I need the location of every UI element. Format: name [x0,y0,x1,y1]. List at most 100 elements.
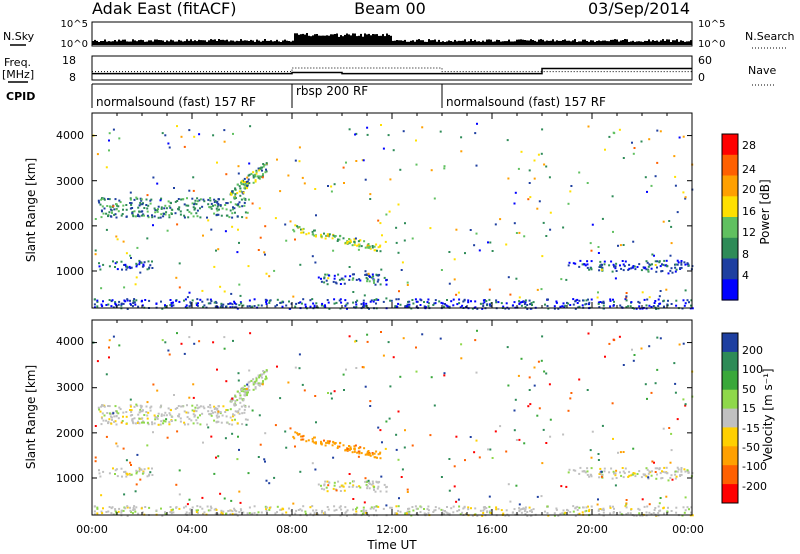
velocity-cell [590,456,593,459]
noise-sample [286,40,288,45]
velocity-cell [252,388,255,391]
velocity-cell [313,513,316,516]
power-cell [686,262,689,265]
power-cell [337,238,339,241]
velocity-cell [408,507,411,510]
velocity-cell [424,513,427,516]
velocity-cell [207,509,210,512]
velocity-cell [543,370,546,373]
power-cell [185,304,188,307]
velocity-cell [553,514,556,517]
velocity-cell [108,506,111,508]
power-cell [523,303,526,306]
power-cell [129,198,132,201]
power-cell [300,231,303,234]
velocity-cell [372,507,375,510]
noise-left-label: N.Sky [3,30,35,43]
velocity-cell [467,508,470,511]
velocity-cell [523,442,526,445]
power-cell [385,213,388,216]
power-cell [405,305,408,308]
power-cell [395,241,398,244]
velocity-cell [327,484,330,487]
velocity-cell [446,512,449,515]
velocity-cell [352,484,355,487]
velocity-cell [101,412,104,415]
velocity-cell [586,473,589,476]
power-cell [460,150,463,153]
velocity-cell [656,473,658,476]
power-cell [528,169,531,172]
power-cell [369,198,372,200]
power-cell [151,214,153,217]
noise-sample [620,40,622,45]
colorbar-segment [722,237,738,260]
noise-sample [380,35,382,45]
velocity-cell [644,383,647,386]
power-cell [661,270,664,272]
noise-sample [264,39,266,45]
velocity-cell [199,505,202,508]
noise-sample [154,39,156,45]
power-cell [276,298,279,301]
noise-sample [550,40,552,45]
velocity-cell [117,417,120,420]
power-cell [183,145,186,148]
velocity-cell [217,405,220,408]
power-cell [359,239,362,242]
power-cell [233,196,236,199]
power-cell [118,300,121,303]
power-cell [408,303,411,306]
power-cell [225,208,228,211]
power-cell [453,278,456,281]
power-cell [186,197,188,200]
velocity-cell [326,506,329,508]
velocity-cell [608,471,611,474]
power-cell [248,198,250,201]
velocity-cell [192,383,195,386]
power-cell [160,213,163,216]
power-cell [219,285,222,288]
velocity-cell [645,511,648,514]
power-cell [207,302,210,305]
power-cell [590,298,593,301]
velocity-cell [151,421,153,424]
velocity-cell [124,470,127,473]
power-cell [245,216,248,219]
power-cell [237,172,240,175]
power-cell [243,197,246,200]
beam-title: Beam 00 [354,0,426,18]
velocity-cell [440,476,443,478]
velocity-cell [129,405,132,408]
velocity-cell [665,466,668,469]
velocity-cell [258,384,261,387]
power-cell [389,178,392,181]
power-cell [625,306,628,309]
noise-sample [162,40,164,45]
velocity-cell [506,346,509,349]
velocity-cell [262,370,265,372]
velocity-cell [599,471,602,474]
power-cell [191,197,194,200]
noise-sample [174,41,176,45]
power-cell [157,208,159,211]
velocity-cell [570,392,573,394]
velocity-cell [381,441,383,444]
velocity-cell [465,513,468,516]
noise-sample [176,41,178,45]
power-cell [264,171,267,174]
power-cell [242,181,245,183]
power-cell [188,291,191,294]
velocity-cell [559,512,562,515]
noise-sample [202,40,204,45]
power-cell [342,278,345,281]
power-cell [390,299,393,302]
power-cell [129,302,132,305]
velocity-cell [365,483,368,486]
power-cell [651,253,654,256]
power-cell [344,299,347,302]
velocity-cell [442,512,445,515]
power-cell [368,307,370,310]
power-cell [639,307,642,310]
noise-sample [430,40,432,45]
